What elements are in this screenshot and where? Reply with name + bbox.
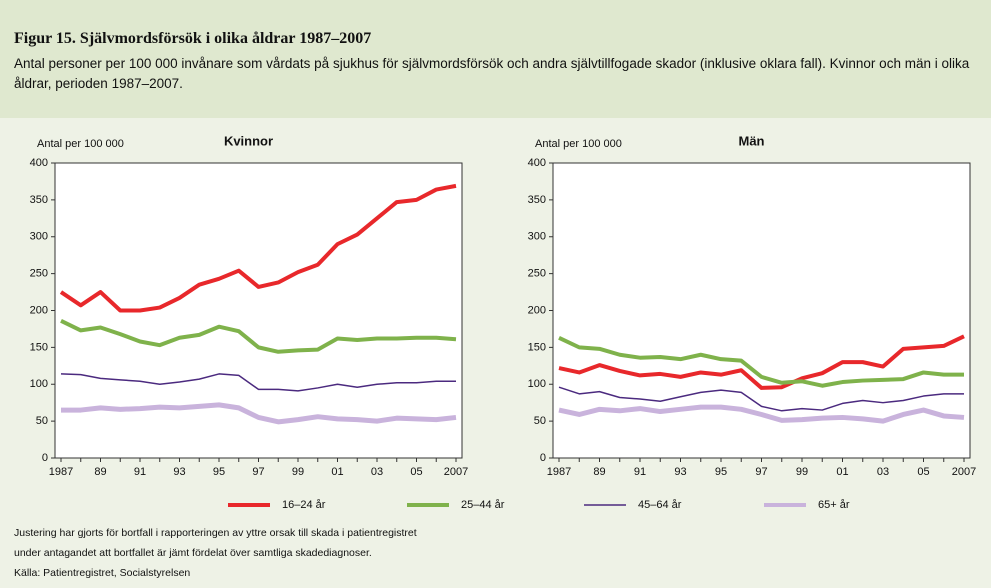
panel-title: Kvinnor <box>224 133 273 148</box>
y-tick-label: 400 <box>30 157 48 169</box>
y-tick-label: 50 <box>534 415 546 427</box>
y-tick-label: 200 <box>30 304 48 316</box>
x-tick-label: 03 <box>877 466 889 478</box>
x-tick-label: 99 <box>292 466 304 478</box>
x-tick-label: 95 <box>213 466 225 478</box>
note: Justering har gjorts för bortfall i rapp… <box>14 527 417 539</box>
y-tick-label: 100 <box>528 378 546 390</box>
x-tick-label: 05 <box>410 466 422 478</box>
y-tick-label: 350 <box>528 194 546 206</box>
note: Källa: Patientregistret, Socialstyrelsen <box>14 567 191 579</box>
y-axis-label: Antal per 100 000 <box>37 138 124 150</box>
y-tick-label: 200 <box>528 304 546 316</box>
y-axis-label: Antal per 100 000 <box>535 138 622 150</box>
x-tick-label: 2007 <box>952 466 976 478</box>
y-tick-label: 300 <box>30 231 48 243</box>
x-tick-label: 99 <box>796 466 808 478</box>
legend-label: 16–24 år <box>282 499 326 511</box>
series-line <box>558 404 965 424</box>
x-tick-label: 95 <box>715 466 727 478</box>
x-tick-label: 01 <box>836 466 848 478</box>
x-tick-label: 89 <box>593 466 605 478</box>
x-tick-label: 1987 <box>547 466 571 478</box>
series-line <box>59 183 457 313</box>
x-tick-label: 03 <box>371 466 383 478</box>
y-tick-label: 300 <box>528 231 546 243</box>
y-tick-label: 0 <box>540 452 546 464</box>
series-line <box>558 334 965 390</box>
x-tick-label: 89 <box>94 466 106 478</box>
series-line <box>558 335 964 388</box>
y-tick-label: 400 <box>528 157 546 169</box>
y-tick-label: 0 <box>42 452 48 464</box>
x-tick-label: 1987 <box>49 466 73 478</box>
plot-area <box>54 162 463 459</box>
header: Figur 15. Självmordsförsök i olika åldra… <box>0 0 991 118</box>
x-tick-label: 01 <box>331 466 343 478</box>
y-tick-label: 150 <box>30 341 48 353</box>
y-tick-label: 100 <box>30 378 48 390</box>
figure-title: Figur 15. Självmordsförsök i olika åldra… <box>14 30 372 47</box>
x-tick-label: 05 <box>917 466 929 478</box>
legend-label: 25–44 år <box>461 499 505 511</box>
x-tick-label: 93 <box>674 466 686 478</box>
x-tick-label: 2007 <box>444 466 468 478</box>
y-tick-label: 50 <box>36 415 48 427</box>
series-line <box>60 319 457 354</box>
y-tick-label: 150 <box>528 341 546 353</box>
x-tick-label: 97 <box>755 466 767 478</box>
series-line <box>558 386 964 412</box>
x-tick-label: 93 <box>173 466 185 478</box>
series-line <box>60 373 456 392</box>
legend-label: 45–64 år <box>638 499 682 511</box>
note: under antagandet att bortfallet är jämt … <box>14 547 372 559</box>
panel-title: Män <box>739 133 765 148</box>
legend-label: 65+ år <box>818 499 850 511</box>
y-tick-label: 250 <box>30 268 48 280</box>
figure-subtitle: Antal personer per 100 000 invånare som … <box>14 56 970 91</box>
x-tick-label: 91 <box>134 466 146 478</box>
series-line <box>61 402 457 425</box>
x-tick-label: 97 <box>252 466 264 478</box>
y-tick-label: 250 <box>528 268 546 280</box>
x-tick-label: 91 <box>634 466 646 478</box>
y-tick-label: 350 <box>30 194 48 206</box>
